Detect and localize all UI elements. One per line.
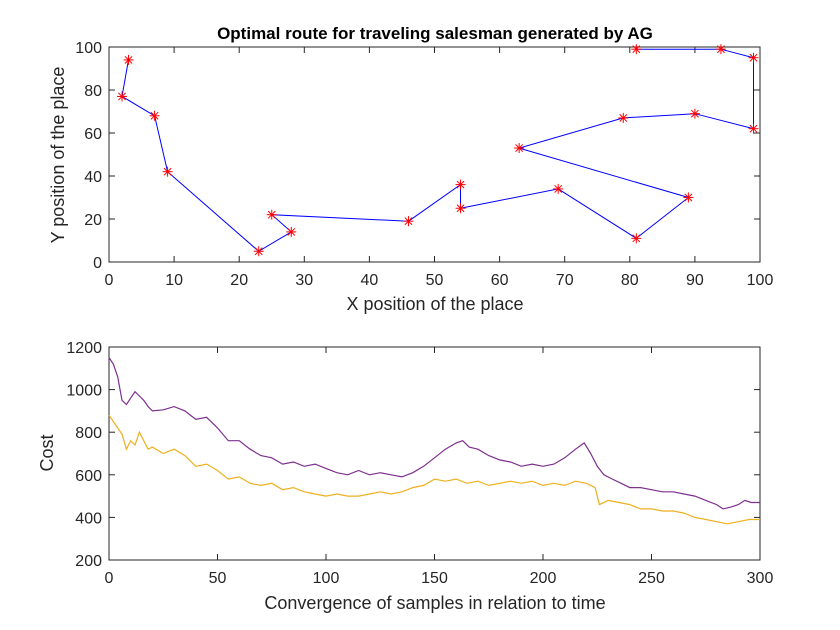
route-x-tick-label: 10 — [165, 272, 183, 289]
route-x-axis: 0 10 20 30 40 50 60 70 80 90 100 — [105, 47, 774, 289]
route-y-tick-label: 40 — [84, 169, 102, 186]
route-x-tick-label: 80 — [621, 272, 639, 289]
route-marker — [514, 143, 525, 154]
cost-x-tick-label: 300 — [747, 570, 774, 587]
route-x-tick-label: 0 — [105, 272, 114, 289]
cost-y-tick-label: 200 — [75, 553, 102, 570]
cost-y-axis: 200 400 600 800 1000 1200 — [66, 340, 760, 570]
route-markers — [117, 44, 759, 257]
cost-series-line-1 — [108, 357, 760, 510]
cost-x-tick-label: 150 — [421, 570, 448, 587]
route-x-tick-label: 30 — [295, 272, 313, 289]
route-marker — [748, 52, 759, 63]
route-marker — [715, 44, 726, 55]
cost-y-tick-label: 1200 — [66, 340, 102, 357]
cost-x-axis: 0 50 100 150 200 250 300 — [105, 347, 774, 587]
route-y-axis: 0 20 40 60 80 100 — [75, 40, 760, 272]
route-marker — [631, 44, 642, 55]
route-marker — [618, 112, 629, 123]
route-x-tick-label: 50 — [426, 272, 444, 289]
route-y-tick-label: 60 — [84, 126, 102, 143]
cost-y-tick-label: 1000 — [66, 383, 102, 400]
route-marker — [689, 108, 700, 119]
cost-plot-area — [108, 346, 761, 561]
cost-x-tick-label: 50 — [209, 570, 227, 587]
route-x-label: X position of the place — [346, 294, 523, 314]
route-marker — [266, 209, 277, 220]
route-y-tick-label: 20 — [84, 212, 102, 229]
cost-y-tick-label: 800 — [75, 425, 102, 442]
route-marker — [117, 91, 128, 102]
route-marker — [149, 110, 160, 121]
route-chart: Optimal route for traveling salesman gen… — [48, 24, 773, 314]
route-line — [121, 48, 754, 252]
route-y-tick-label: 0 — [93, 255, 102, 272]
route-x-tick-label: 60 — [491, 272, 509, 289]
cost-x-tick-label: 0 — [105, 570, 114, 587]
cost-x-tick-label: 250 — [638, 570, 665, 587]
cost-y-tick-label: 400 — [75, 510, 102, 527]
route-y-label: Y position of the place — [48, 67, 68, 244]
route-x-tick-label: 40 — [361, 272, 379, 289]
route-x-tick-label: 20 — [230, 272, 248, 289]
route-marker — [631, 233, 642, 244]
route-plot-area — [108, 46, 761, 263]
route-marker — [123, 54, 134, 65]
cost-x-label: Convergence of samples in relation to ti… — [264, 593, 605, 613]
route-x-tick-label: 100 — [747, 272, 774, 289]
cost-y-label: Cost — [37, 434, 57, 471]
cost-y-tick-label: 600 — [75, 468, 102, 485]
route-y-tick-label: 80 — [84, 83, 102, 100]
route-marker — [403, 216, 414, 227]
route-marker — [253, 246, 264, 257]
cost-series-group — [108, 357, 760, 525]
cost-x-tick-label: 100 — [313, 570, 340, 587]
route-marker — [455, 179, 466, 190]
route-x-tick-label: 70 — [556, 272, 574, 289]
route-marker — [748, 123, 759, 134]
route-marker — [286, 226, 297, 237]
route-marker — [683, 192, 694, 203]
cost-chart: 0 50 100 150 200 250 300 20040060080010001200 … — [37, 340, 773, 613]
cost-x-tick-label: 200 — [530, 570, 557, 587]
route-marker — [553, 183, 564, 194]
route-y-tick-label: 100 — [75, 40, 102, 57]
route-marker — [162, 166, 173, 177]
route-marker — [455, 203, 466, 214]
cost-series-line-2 — [108, 414, 760, 525]
route-x-tick-label: 90 — [686, 272, 704, 289]
route-chart-title: Optimal route for traveling salesman gen… — [217, 24, 653, 43]
